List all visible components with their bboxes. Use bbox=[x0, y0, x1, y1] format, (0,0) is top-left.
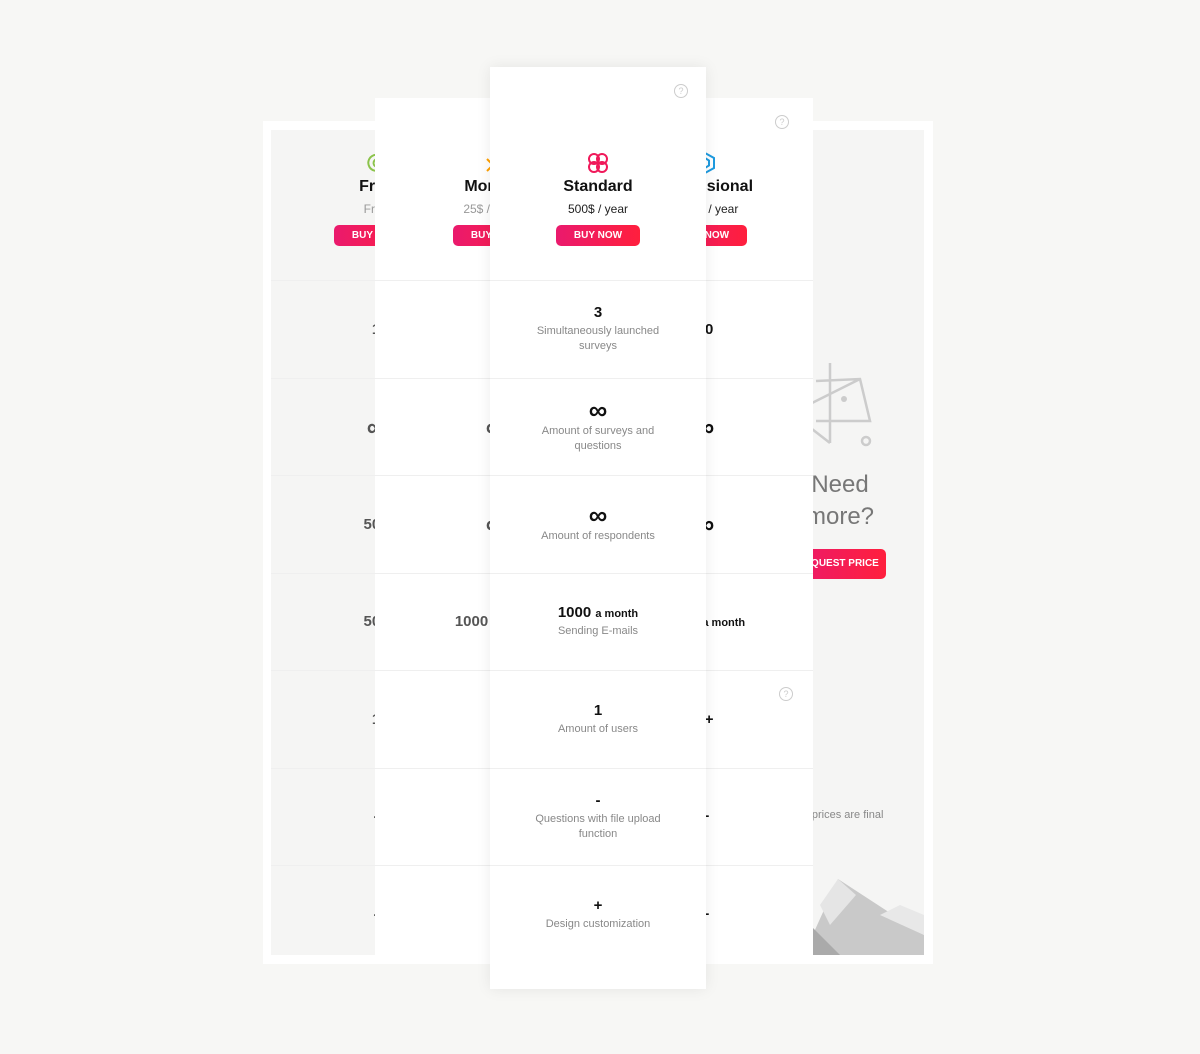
feature-value: 1 bbox=[593, 701, 603, 719]
help-icon[interactable]: ? bbox=[674, 84, 688, 98]
plan-price: 500$ / year bbox=[567, 202, 629, 216]
feature-label: Amount of respondents bbox=[541, 530, 655, 543]
feature-label: Amount of users bbox=[557, 722, 639, 735]
enterprise-title: Need more? bbox=[805, 471, 875, 530]
unit: a month bbox=[702, 617, 746, 630]
plan-name: Standard bbox=[563, 178, 633, 195]
feature-value: + bbox=[593, 896, 603, 914]
buy-now-button[interactable]: BUY NOW bbox=[556, 225, 640, 246]
constellation-icon bbox=[811, 363, 872, 447]
clover-icon bbox=[586, 151, 610, 175]
feature-row: ∞ Amount of surveys and questions bbox=[490, 377, 706, 476]
feature-row: 3 Simultaneously launched surveys bbox=[490, 280, 706, 378]
feature-row: 1 Amount of users bbox=[490, 670, 706, 768]
feature-row: 1000 a month Sending E-mails bbox=[490, 572, 706, 671]
plan-card-standard: Standard 500$ / year BUY NOW 3 Simultaneou… bbox=[490, 67, 706, 989]
feature-label: Questions with file upload function bbox=[535, 812, 661, 840]
feature-label: Simultaneously launched surveys bbox=[536, 325, 660, 353]
unit: a month bbox=[595, 608, 639, 621]
feature-label: Design customization bbox=[545, 917, 651, 930]
feature-value: ∞ bbox=[588, 500, 608, 531]
feature-value: - bbox=[595, 791, 601, 809]
help-icon[interactable]: ? bbox=[779, 687, 793, 701]
feature-row: ∞ Amount of respondents bbox=[490, 475, 706, 573]
feature-label: Amount of surveys and questions bbox=[541, 425, 655, 453]
feature-row: - Questions with file upload function bbox=[490, 767, 706, 866]
enterprise-note: All prices are final bbox=[796, 809, 884, 821]
plan-header: Standard 500$ / year BUY NOW bbox=[490, 67, 706, 280]
feature-label: Sending E-mails bbox=[557, 625, 639, 638]
feature-row: + Design customization bbox=[490, 865, 706, 963]
feature-value: 3 bbox=[593, 304, 603, 322]
help-icon[interactable]: ? bbox=[775, 115, 789, 129]
feature-value: ∞ bbox=[588, 395, 608, 426]
feature-value: 1000 a month bbox=[557, 604, 639, 622]
